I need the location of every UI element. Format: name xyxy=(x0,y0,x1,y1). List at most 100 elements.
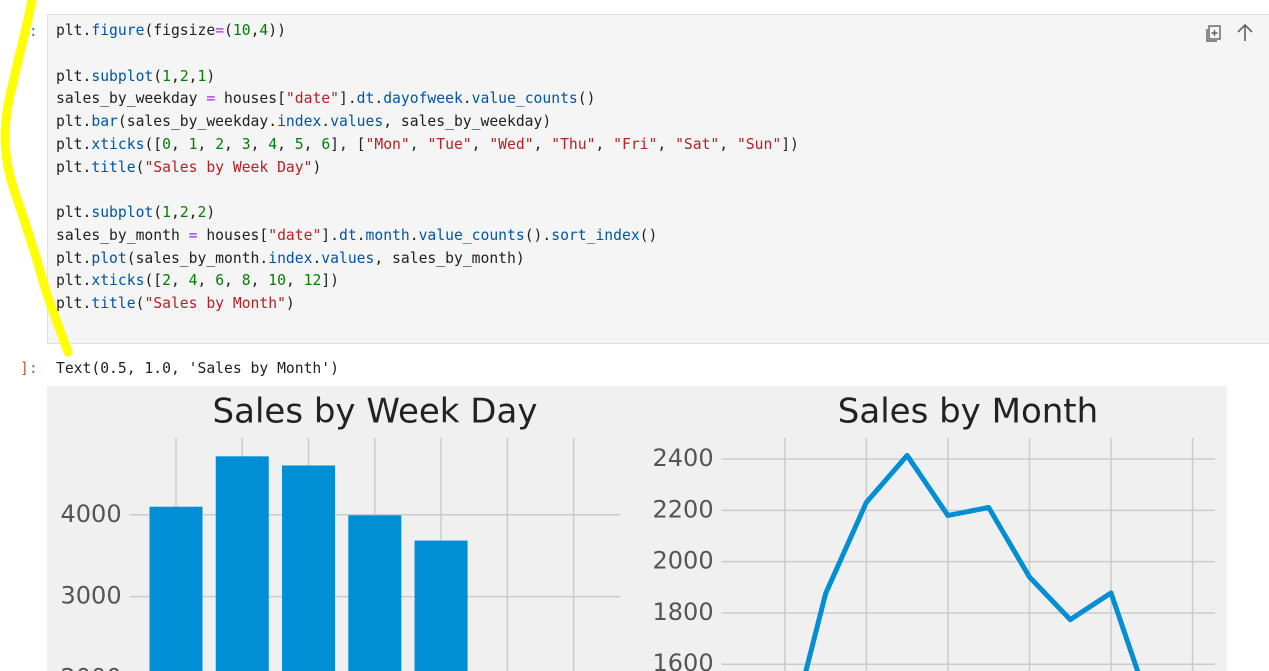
code-token: , xyxy=(250,22,260,39)
code-line: plt.figure(figsize=(10,4)) xyxy=(56,20,799,43)
code-token: ) xyxy=(285,295,295,312)
code-token: , xyxy=(471,135,490,153)
y-tick-label: 4000 xyxy=(61,500,122,528)
code-token: plt. xyxy=(56,67,92,85)
code-token: . xyxy=(312,249,322,267)
code-token: ]) xyxy=(321,272,339,290)
code-token: ) xyxy=(206,204,216,221)
code-token: 1 xyxy=(162,67,171,85)
code-token: , xyxy=(170,135,189,153)
output-prompt: ]: xyxy=(20,360,38,377)
code-token: ([ xyxy=(144,135,163,153)
code-token: 0 xyxy=(162,135,171,153)
code-token: "Sat" xyxy=(675,135,720,153)
code-token: houses[ xyxy=(215,90,286,108)
code-token: "Thu" xyxy=(551,135,596,153)
code-token: houses[ xyxy=(197,226,269,244)
code-token: plt. xyxy=(56,249,92,267)
output-text: Text(0.5, 1.0, 'Sales by Month') xyxy=(56,360,339,377)
code-token: )) xyxy=(268,22,286,39)
y-tick-label: 2000 xyxy=(61,663,122,671)
code: plt.figure(figsize=(10,4)) plt.subplot(1,… xyxy=(56,20,799,316)
code-token: figure xyxy=(91,22,145,39)
chart-title: Sales by Week Day xyxy=(213,392,538,432)
code-token: , xyxy=(224,135,242,153)
axes-background xyxy=(721,438,1215,671)
code-token: dt xyxy=(356,90,375,108)
code-token: , xyxy=(595,135,614,153)
code-line: plt.subplot(1,2,1) xyxy=(56,66,799,89)
code-line: plt.xticks([2, 4, 6, 8, 10, 12]) xyxy=(56,270,799,293)
code-token: dt xyxy=(338,226,357,244)
code-token: 2 xyxy=(179,204,189,221)
code-token: "date" xyxy=(285,90,339,108)
code-token: , xyxy=(170,67,180,85)
code-token: sort_index xyxy=(551,226,640,244)
code-cell[interactable]: plt.figure(figsize=(10,4)) plt.subplot(1,… xyxy=(47,14,1269,344)
code-token: (sales_by_month. xyxy=(126,249,269,267)
highlighter-scribble xyxy=(0,0,73,357)
code-token: plt. xyxy=(56,272,92,290)
code-token: , xyxy=(170,272,189,290)
code-token: (). xyxy=(524,226,552,244)
code-token: plt. xyxy=(56,113,92,130)
code-token: "Mon" xyxy=(365,135,410,153)
code-token: ], [ xyxy=(330,135,366,153)
y-tick-label: 3000 xyxy=(61,582,122,610)
code-token: plt. xyxy=(56,295,92,312)
move-up-icon[interactable] xyxy=(1237,23,1253,41)
code-token: ( xyxy=(153,204,163,221)
code-token: , xyxy=(277,135,295,153)
code-token: xticks xyxy=(91,135,145,153)
code-token: ( xyxy=(135,158,145,176)
code-token: , xyxy=(719,135,737,153)
code-token: value_counts xyxy=(471,90,578,108)
code-token: sales_by_month xyxy=(56,226,189,244)
code-token: , xyxy=(285,272,304,290)
code-token: "date" xyxy=(268,226,322,244)
code-token: "Wed" xyxy=(489,135,534,153)
code-token: "Sales by Month" xyxy=(144,295,286,312)
code-token: , xyxy=(533,135,552,153)
code-line: plt.bar(sales_by_weekday.index.values, s… xyxy=(56,111,799,134)
code-token: , xyxy=(303,135,322,153)
code-token: plot xyxy=(91,249,127,267)
code-token: . xyxy=(356,226,366,244)
code-token: 4 xyxy=(188,272,198,290)
code-token: ]. xyxy=(321,226,339,244)
code-token: bar xyxy=(91,113,118,130)
code-token: () xyxy=(577,90,596,108)
code-token: values xyxy=(321,249,375,267)
code-token: xticks xyxy=(91,272,145,290)
code-token: , xyxy=(188,67,198,85)
code-token: plt. xyxy=(56,135,92,153)
code-token: 2 xyxy=(179,67,189,85)
code-token: 6 xyxy=(215,272,225,290)
code-token: = xyxy=(215,22,225,39)
code-token: plt. xyxy=(56,204,92,221)
code-token: , xyxy=(409,135,428,153)
y-tick-label: 2000 xyxy=(653,547,714,575)
code-token: index xyxy=(277,113,322,130)
code-token: month xyxy=(365,226,410,244)
cell-toolbar xyxy=(1206,23,1253,42)
code-token: (sales_by_weekday. xyxy=(117,113,278,130)
code-token: 10 xyxy=(268,272,286,290)
copy-icon[interactable] xyxy=(1206,25,1221,42)
code-token: . xyxy=(409,226,419,244)
code-line: sales_by_weekday = houses["date"].dt.day… xyxy=(56,88,799,111)
y-tick-label: 2400 xyxy=(653,444,714,472)
bar xyxy=(414,540,468,671)
code-token: 2 xyxy=(197,204,207,221)
code-token: , xyxy=(224,272,242,290)
code-token: 10 xyxy=(232,22,251,39)
code-token: title xyxy=(91,295,136,312)
chart-title: Sales by Month xyxy=(838,392,1098,432)
code-token: . xyxy=(462,90,472,108)
code-token: "Sun" xyxy=(736,135,782,153)
code-token: value_counts xyxy=(418,226,525,244)
code-token: , xyxy=(250,272,269,290)
code-line: plt.title("Sales by Month") xyxy=(56,293,799,316)
